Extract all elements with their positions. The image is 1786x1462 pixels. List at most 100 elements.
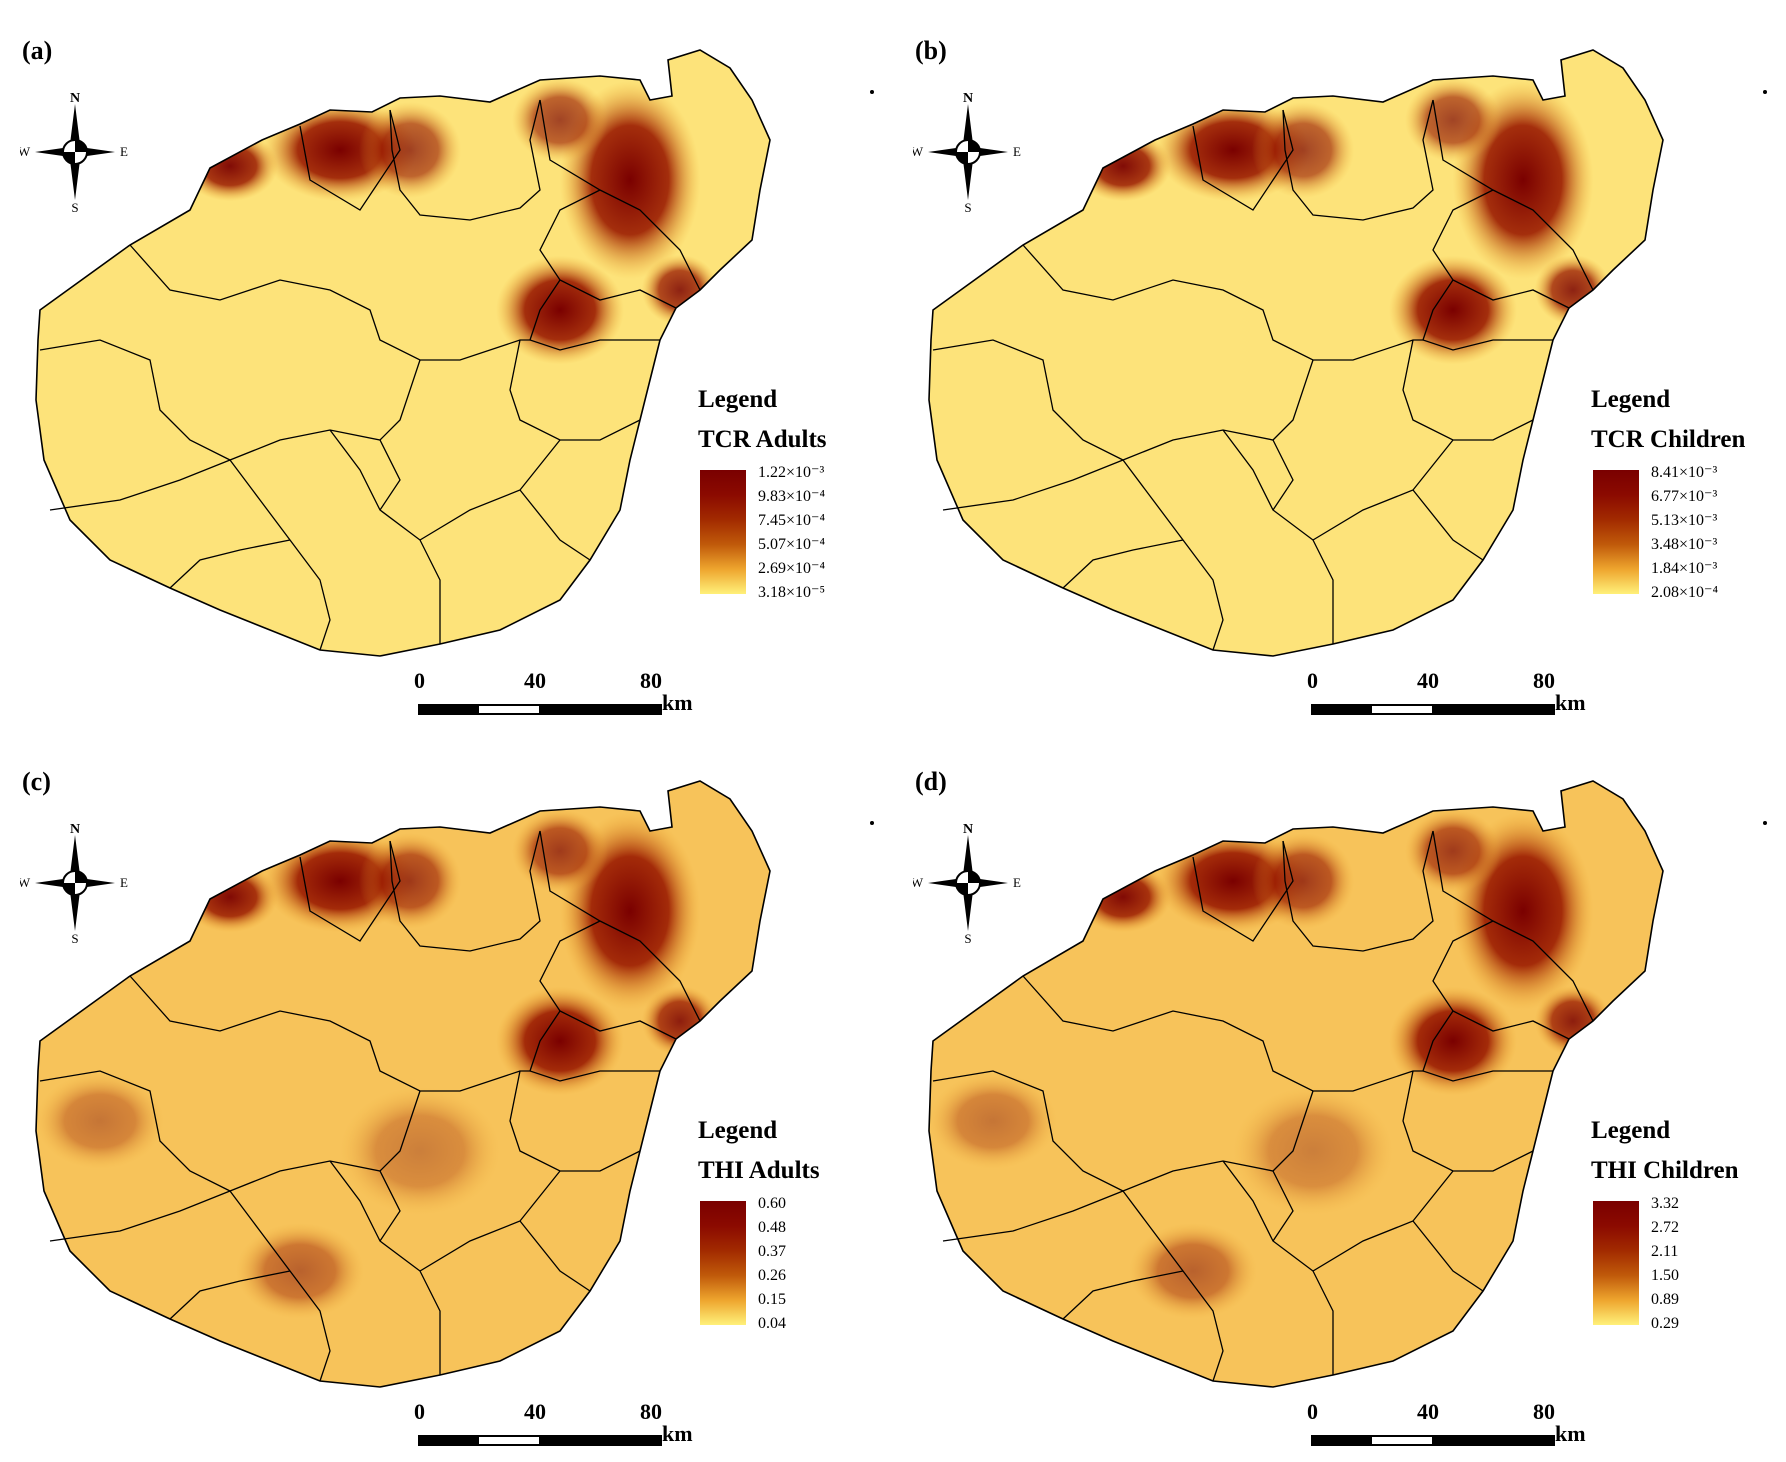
legend-variable: THI Adults [698, 1157, 820, 1184]
county-boundary [169, 539, 291, 589]
legend-tick-label: 5.13×10⁻³ [1651, 512, 1718, 529]
county-boundary [49, 1190, 231, 1242]
county-boundary [1062, 539, 1184, 589]
island-map [35, 780, 874, 1388]
risk-hotspot [358, 833, 462, 929]
county-boundary [1192, 840, 1294, 942]
county-boundary [1122, 459, 1224, 651]
county-boundary [389, 99, 541, 221]
legend-color-ramp [1593, 470, 1639, 594]
county-boundary [1412, 489, 1484, 561]
county-boundary [1312, 439, 1454, 541]
risk-hotspot [1405, 78, 1501, 162]
scale-bar: 0 40 80 km [1307, 1399, 1586, 1449]
legend-tick-label: 3.18×10⁻⁵ [758, 584, 826, 601]
risk-hotspot [1389, 986, 1517, 1096]
risk-hotspot [358, 102, 462, 198]
scale-unit: km [662, 1421, 693, 1446]
county-boundary [229, 1190, 331, 1382]
legend-variable: THI Children [1591, 1157, 1739, 1184]
legend-ticks: 8.41×10⁻³ 6.77×10⁻³ 5.13×10⁻³ 3.48×10⁻³ 1.84… [1651, 464, 1786, 604]
risk-hotspot [1075, 130, 1171, 202]
compass-w-label: W [913, 875, 924, 890]
risk-hotspot [182, 861, 278, 933]
legend-tick-label: 2.69×10⁻⁴ [758, 560, 826, 577]
map-panel: (a) N S W E Legend TCR Adults 1.22×10⁻³ 9.83×10⁻… [0, 0, 893, 731]
county-boundary [529, 279, 660, 351]
county-boundary [169, 1270, 291, 1320]
risk-hotspot [1251, 833, 1355, 929]
compass-s-label: S [964, 200, 971, 212]
legend-tick-label: 2.08×10⁻⁴ [1651, 584, 1719, 601]
county-boundary [1422, 1010, 1553, 1082]
compass-e-label: E [1013, 875, 1021, 890]
county-boundary [1432, 99, 1594, 291]
scale-track [1311, 1435, 1555, 1446]
scale-tick-label: 80 [1533, 1399, 1555, 1424]
county-boundary [379, 439, 401, 511]
legend-tick-label: 0.04 [758, 1315, 786, 1332]
scale-bar: 0 40 80 km [414, 1399, 693, 1449]
scale-tick-label: 80 [640, 668, 662, 693]
risk-hotspot [236, 1223, 364, 1319]
county-boundary [509, 1070, 641, 1172]
legend-ticks: 1.22×10⁻³ 9.83×10⁻⁴ 7.45×10⁻⁴ 5.07×10⁻⁴ 2.69… [758, 464, 898, 604]
legend-tick-label: 8.41×10⁻³ [1651, 464, 1718, 481]
scale-tick-label: 40 [524, 1399, 546, 1424]
county-boundary [1402, 339, 1534, 441]
map-panel: (d) N S W E Legend THI Children 3.32 2.72 2.11 1.5… [893, 731, 1786, 1462]
scale-tick-label: 40 [1417, 1399, 1439, 1424]
county-boundary [1402, 1070, 1534, 1172]
compass-s-label: S [964, 931, 971, 943]
island-outline [35, 49, 771, 657]
legend-tick-label: 0.60 [758, 1195, 786, 1212]
legend-tick-label: 1.84×10⁻³ [1651, 560, 1718, 577]
county-boundary [1282, 830, 1434, 952]
county-boundary [129, 975, 530, 1092]
legend-ticks: 3.32 2.72 2.11 1.50 0.89 0.29 [1651, 1195, 1786, 1335]
scale-tick-label: 0 [1307, 668, 1318, 693]
north-arrow-icon: N S W E [20, 92, 128, 212]
compass-e-label: E [1013, 144, 1021, 159]
risk-hotspot [1129, 1223, 1257, 1319]
risk-hotspot [1534, 254, 1612, 326]
legend-variable: TCR Children [1591, 426, 1746, 453]
panel-label: (b) [915, 36, 947, 65]
county-boundary [329, 429, 441, 644]
island-map [35, 49, 874, 657]
county-boundary [229, 459, 331, 651]
legend-tick-label: 0.89 [1651, 1291, 1679, 1308]
county-boundary [1282, 99, 1434, 221]
risk-hotspot [496, 255, 624, 365]
county-boundary [419, 439, 561, 541]
county-boundary [1272, 1170, 1294, 1242]
risk-hotspot [1075, 861, 1171, 933]
panel-label: (c) [22, 767, 51, 796]
offshore-island [870, 90, 874, 94]
scale-track [1311, 704, 1555, 715]
county-boundary [519, 489, 591, 561]
legend-tick-label: 5.07×10⁻⁴ [758, 536, 826, 553]
county-boundary [1062, 1270, 1184, 1320]
risk-hotspot [512, 78, 608, 162]
scale-segment [479, 706, 539, 713]
county-boundary [1272, 439, 1294, 511]
risk-hotspot [1534, 985, 1612, 1057]
scale-segment [1372, 706, 1432, 713]
legend-title: Legend [1591, 1117, 1671, 1144]
north-arrow-icon: N S W E [913, 823, 1021, 943]
risk-hotspot [182, 130, 278, 202]
risk-hotspot [929, 1073, 1057, 1169]
county-boundary [539, 830, 701, 1022]
legend-tick-label: 2.72 [1651, 1219, 1679, 1236]
legend-title: Legend [1591, 386, 1671, 413]
risk-hotspot [1389, 255, 1517, 365]
county-boundary [1422, 279, 1553, 351]
county-boundary [1222, 429, 1334, 644]
scale-unit: km [662, 690, 693, 715]
county-boundary [1222, 1160, 1334, 1375]
scale-track [418, 704, 662, 715]
county-boundary [1312, 1170, 1454, 1272]
north-arrow-icon: N S W E [913, 92, 1021, 212]
map-panel: (b) N S W E Legend TCR Children 8.41×10⁻³ 6.77×1… [893, 0, 1786, 731]
